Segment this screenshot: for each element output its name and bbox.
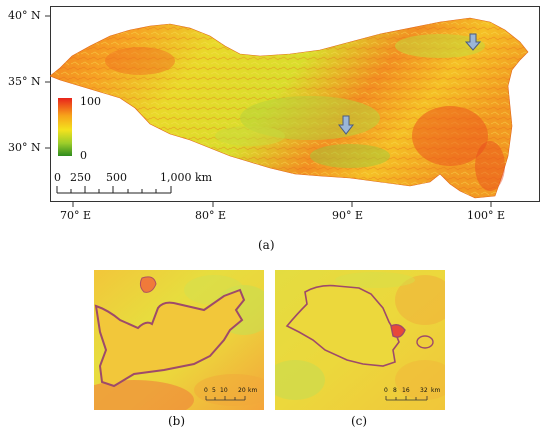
scale-bar-b	[205, 396, 246, 401]
scale-b-label-km: km	[248, 387, 258, 394]
arrow-marker-east	[464, 33, 482, 51]
scale-c-label-32: 32	[420, 387, 428, 394]
scale-c-label-km: km	[431, 387, 441, 394]
scale-b-label-20: 20	[238, 387, 246, 394]
lat-tick-40: 40° N	[8, 9, 41, 22]
lake-outline-b	[94, 288, 246, 388]
map-a-frame	[50, 6, 540, 202]
scale-bar-c	[385, 396, 428, 401]
scale-c-label-16: 16	[402, 387, 410, 394]
arrow-marker-central	[337, 115, 355, 135]
lon-tick-70: 70° E	[60, 209, 92, 222]
legend-colorbar	[58, 98, 72, 156]
scale-label-1000km: 1,000 km	[160, 171, 213, 184]
legend-min-label: 0	[80, 149, 87, 162]
caption-c: (c)	[351, 414, 368, 428]
map-panel-c	[275, 270, 445, 410]
scale-c-label-0: 0	[384, 387, 388, 394]
scale-b-label-5: 5	[212, 387, 216, 394]
map-panel-a	[50, 6, 540, 202]
scale-bar-a	[56, 186, 172, 194]
caption-a: (a)	[258, 238, 275, 252]
lat-tick-35: 35° N	[8, 75, 41, 88]
legend-max-label: 100	[80, 95, 101, 108]
lake-outline-c	[285, 284, 400, 367]
lon-tick-80: 80° E	[195, 209, 227, 222]
lon-tick-90: 90° E	[332, 209, 364, 222]
scale-label-0: 0	[54, 171, 61, 184]
scale-b-label-10: 10	[220, 387, 228, 394]
scale-label-250: 250	[70, 171, 91, 184]
lat-tick-marks	[45, 15, 51, 149]
lat-tick-30: 30° N	[8, 141, 41, 154]
caption-b: (b)	[168, 414, 186, 428]
lon-tick-100: 100° E	[467, 209, 506, 222]
scale-label-500: 500	[106, 171, 127, 184]
map-panel-b	[94, 270, 264, 410]
lon-tick-marks	[72, 202, 492, 207]
scale-b-label-0: 0	[204, 387, 208, 394]
scale-c-label-8: 8	[393, 387, 397, 394]
